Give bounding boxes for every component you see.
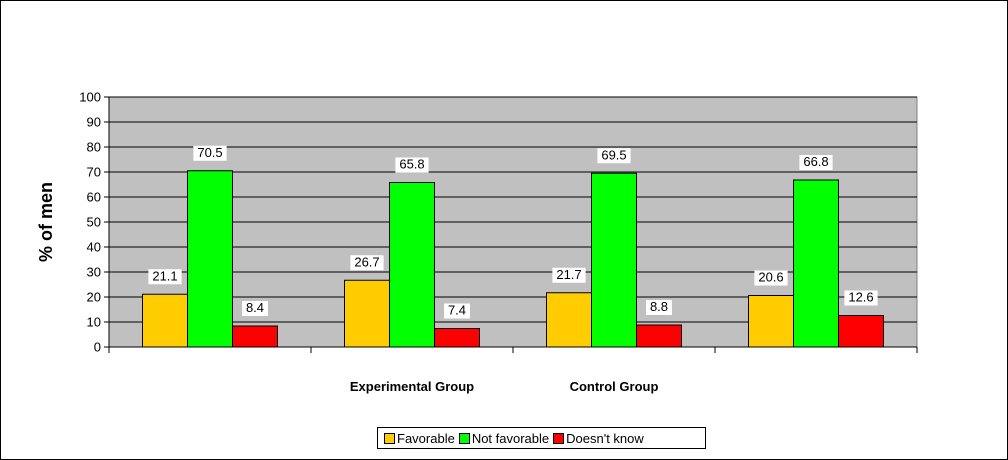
data-label-bg: [444, 303, 470, 319]
data-label: 7.4: [448, 303, 466, 318]
bar: [793, 179, 839, 348]
y-tick-label: 90: [87, 115, 101, 130]
y-tick-label: 50: [87, 215, 101, 230]
y-axis-ticks: 0 10 20 30 40 50 60 70 80 90 100: [79, 90, 109, 355]
data-label-bg: [754, 270, 788, 286]
x-category-label: Experimental Group: [350, 379, 474, 394]
legend-label: Doesn't know: [566, 430, 644, 446]
legend-item: Favorable: [384, 431, 455, 446]
y-tick-label: 0: [94, 340, 101, 355]
y-tick-label: 40: [87, 240, 101, 255]
bar: [187, 170, 233, 348]
data-label: 21.7: [556, 267, 581, 282]
y-tick-label: 20: [87, 290, 101, 305]
bar: [838, 315, 884, 348]
y-tick-label: 80: [87, 140, 101, 155]
data-label: 26.7: [354, 254, 379, 269]
legend-swatch: [553, 432, 565, 444]
y-axis-label: % of men: [36, 182, 56, 262]
legend-label: Not favorable: [471, 430, 550, 446]
legend-swatch: [458, 432, 470, 444]
axes: [108, 97, 918, 353]
y-tick-label: 70: [87, 165, 101, 180]
x-category-label: Control Group: [570, 379, 659, 394]
data-label: 69.5: [601, 147, 626, 162]
legend-label: Favorable: [397, 430, 455, 446]
y-tick-label: 60: [87, 190, 101, 205]
data-label-bg: [552, 267, 586, 283]
x-axis-categories: Experimental Group Control Group: [350, 379, 659, 394]
data-label-bg: [148, 269, 182, 285]
y-tick-label: 30: [87, 265, 101, 280]
data-label-bg: [799, 155, 833, 170]
legend-item: Doesn't know: [553, 431, 644, 446]
y-tick-label: 100: [79, 90, 101, 105]
bar: [591, 172, 637, 348]
bar: [389, 182, 435, 348]
bar: [232, 325, 278, 348]
data-labels: 21.1 70.5 8.4 26.7 65.8 7.4 21.7 69.5 8.8 20.6 66.…: [148, 145, 878, 319]
data-label-bg: [395, 157, 429, 173]
data-label: 66.8: [803, 154, 828, 169]
data-label-bg: [242, 301, 268, 316]
y-tick-label: 10: [87, 315, 101, 330]
data-label: 8.8: [650, 299, 668, 314]
legend-item: Not favorable: [458, 430, 550, 446]
data-label: 20.6: [758, 270, 783, 285]
legend: Favorable Not favorable Doesn't know: [377, 427, 706, 449]
data-label: 8.4: [246, 300, 264, 315]
bar: [748, 295, 794, 348]
data-label-bg: [646, 300, 672, 315]
data-label-bg: [193, 145, 227, 161]
bars: [142, 170, 884, 348]
data-label: 65.8: [399, 157, 424, 172]
bar: [142, 293, 188, 348]
data-label: 70.5: [197, 145, 222, 160]
data-label-bg: [350, 255, 384, 271]
bar: [546, 292, 592, 348]
gridlines: [109, 96, 917, 323]
legend-swatch: [384, 432, 395, 444]
bar: [344, 279, 390, 348]
bar: [636, 324, 682, 348]
data-label-bg: [597, 148, 631, 164]
data-label-bg: [844, 290, 878, 306]
data-label: 21.1: [152, 268, 177, 283]
bar: [434, 328, 480, 348]
data-label: 12.6: [848, 290, 873, 305]
